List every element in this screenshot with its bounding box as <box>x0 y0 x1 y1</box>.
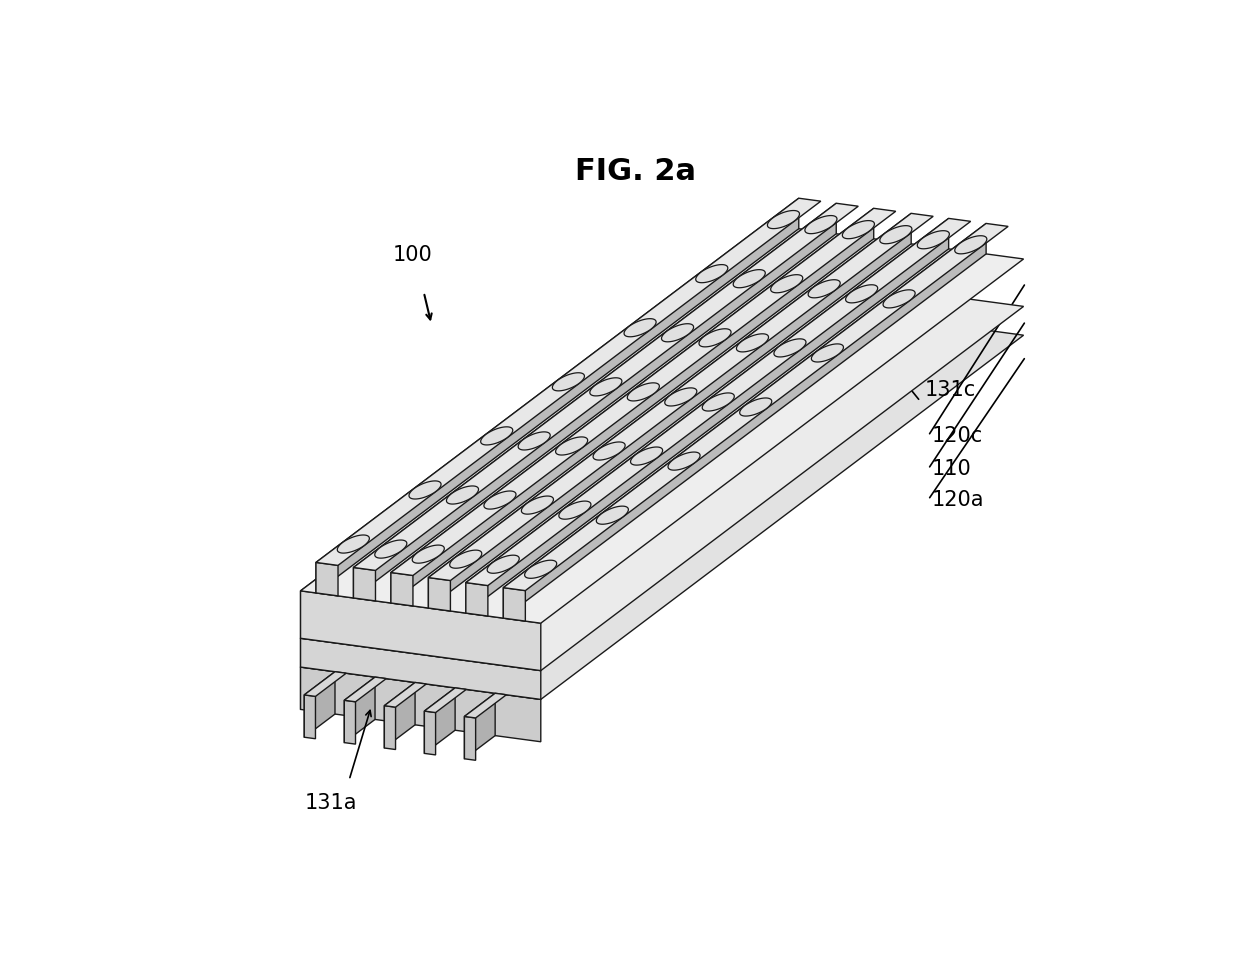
Polygon shape <box>521 496 553 515</box>
Polygon shape <box>518 432 551 450</box>
Polygon shape <box>300 638 541 699</box>
Polygon shape <box>300 274 1023 671</box>
Polygon shape <box>424 687 466 713</box>
Polygon shape <box>552 373 584 391</box>
Polygon shape <box>811 344 843 362</box>
Polygon shape <box>409 481 441 499</box>
Polygon shape <box>556 437 588 455</box>
Polygon shape <box>590 378 622 396</box>
Polygon shape <box>300 226 784 638</box>
Polygon shape <box>300 590 541 671</box>
Polygon shape <box>466 583 487 616</box>
Text: 110: 110 <box>932 459 972 479</box>
Polygon shape <box>842 220 874 239</box>
Polygon shape <box>805 216 837 234</box>
Polygon shape <box>465 693 506 718</box>
Polygon shape <box>631 447 662 465</box>
Polygon shape <box>846 285 878 303</box>
Polygon shape <box>665 387 697 406</box>
Polygon shape <box>740 398 771 417</box>
Polygon shape <box>316 562 339 596</box>
Polygon shape <box>624 318 656 337</box>
Polygon shape <box>883 289 915 308</box>
Polygon shape <box>503 223 986 619</box>
Polygon shape <box>481 427 513 445</box>
Polygon shape <box>918 231 950 249</box>
Polygon shape <box>702 393 734 411</box>
Polygon shape <box>300 667 541 742</box>
Polygon shape <box>316 198 821 565</box>
Polygon shape <box>737 334 769 352</box>
Polygon shape <box>384 706 396 750</box>
Polygon shape <box>627 383 660 401</box>
Polygon shape <box>353 567 376 601</box>
Text: 120a: 120a <box>932 490 985 510</box>
Polygon shape <box>412 545 444 563</box>
Polygon shape <box>699 329 732 347</box>
Polygon shape <box>696 265 728 283</box>
Text: 131a: 131a <box>305 792 357 813</box>
Polygon shape <box>428 578 450 611</box>
Text: 131c: 131c <box>924 380 976 400</box>
Polygon shape <box>345 677 386 702</box>
Polygon shape <box>446 486 479 504</box>
Polygon shape <box>374 540 407 558</box>
Polygon shape <box>450 551 482 568</box>
Polygon shape <box>300 303 784 710</box>
Polygon shape <box>733 270 765 287</box>
Polygon shape <box>503 587 526 621</box>
Polygon shape <box>304 672 335 737</box>
Text: 120c: 120c <box>932 426 983 446</box>
Polygon shape <box>345 700 356 744</box>
Polygon shape <box>466 218 949 613</box>
Polygon shape <box>428 214 911 608</box>
Polygon shape <box>391 209 895 576</box>
Polygon shape <box>304 672 346 696</box>
Polygon shape <box>559 501 591 519</box>
Text: 132c: 132c <box>916 334 967 353</box>
Polygon shape <box>384 683 415 748</box>
Polygon shape <box>771 275 802 293</box>
Polygon shape <box>300 303 1023 699</box>
Polygon shape <box>353 203 858 570</box>
Polygon shape <box>316 198 799 593</box>
Polygon shape <box>808 280 841 298</box>
Polygon shape <box>345 677 374 743</box>
Text: FIG. 2a: FIG. 2a <box>575 156 696 185</box>
Polygon shape <box>503 223 1008 590</box>
Polygon shape <box>525 560 557 579</box>
Polygon shape <box>424 687 455 753</box>
Polygon shape <box>487 555 520 573</box>
Polygon shape <box>391 209 874 603</box>
Polygon shape <box>465 693 495 758</box>
Polygon shape <box>384 683 427 707</box>
Polygon shape <box>880 225 911 244</box>
Polygon shape <box>593 442 625 460</box>
Polygon shape <box>428 214 934 581</box>
Polygon shape <box>466 218 971 586</box>
Polygon shape <box>484 491 516 509</box>
Polygon shape <box>465 717 476 760</box>
Polygon shape <box>304 695 315 739</box>
Polygon shape <box>337 535 370 553</box>
Polygon shape <box>391 573 413 606</box>
Polygon shape <box>955 236 987 253</box>
Polygon shape <box>300 226 1023 623</box>
Polygon shape <box>668 452 701 470</box>
Polygon shape <box>661 323 693 342</box>
Polygon shape <box>596 506 629 524</box>
Polygon shape <box>424 711 435 754</box>
Polygon shape <box>353 203 836 598</box>
Polygon shape <box>768 211 800 228</box>
Polygon shape <box>774 339 806 357</box>
Text: 100: 100 <box>393 245 433 265</box>
Polygon shape <box>300 274 784 667</box>
